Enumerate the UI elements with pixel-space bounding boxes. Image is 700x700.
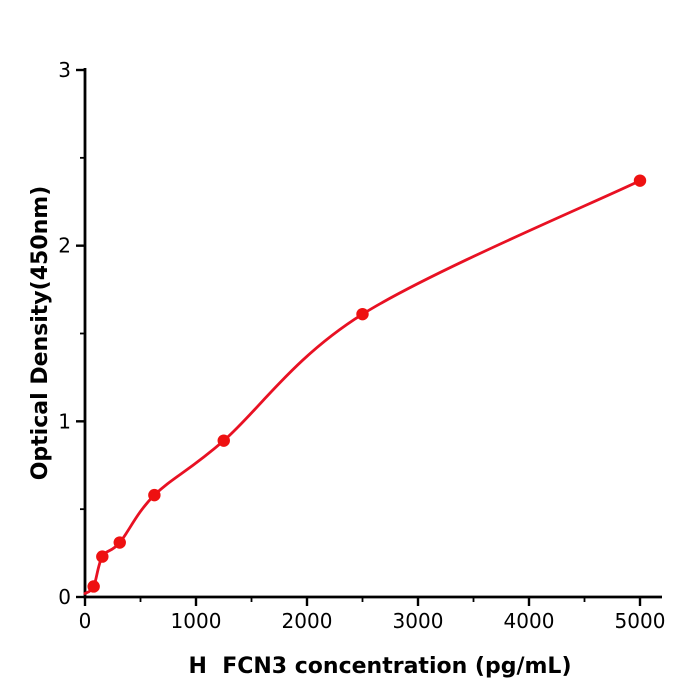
data-point	[148, 488, 161, 502]
y-tick-label: 2	[58, 234, 71, 258]
data-point	[633, 174, 647, 187]
x-tick-label: 2000	[282, 609, 333, 633]
x-tick-label: 3000	[393, 609, 444, 633]
y-tick-label: 3	[58, 58, 71, 82]
y-tick-label: 1	[58, 409, 71, 433]
x-tick-label: 1000	[171, 609, 222, 633]
fit-curve	[83, 179, 642, 595]
data-point	[96, 550, 109, 563]
data-point	[87, 580, 100, 593]
y-tick-label: 0	[58, 585, 71, 609]
data-point	[356, 307, 369, 321]
x-tick-label: 0	[79, 609, 92, 633]
x-tick-label: 4000	[504, 609, 555, 633]
data-point	[113, 536, 126, 549]
x-tick-label: 5000	[615, 609, 666, 633]
data-point	[217, 434, 230, 447]
